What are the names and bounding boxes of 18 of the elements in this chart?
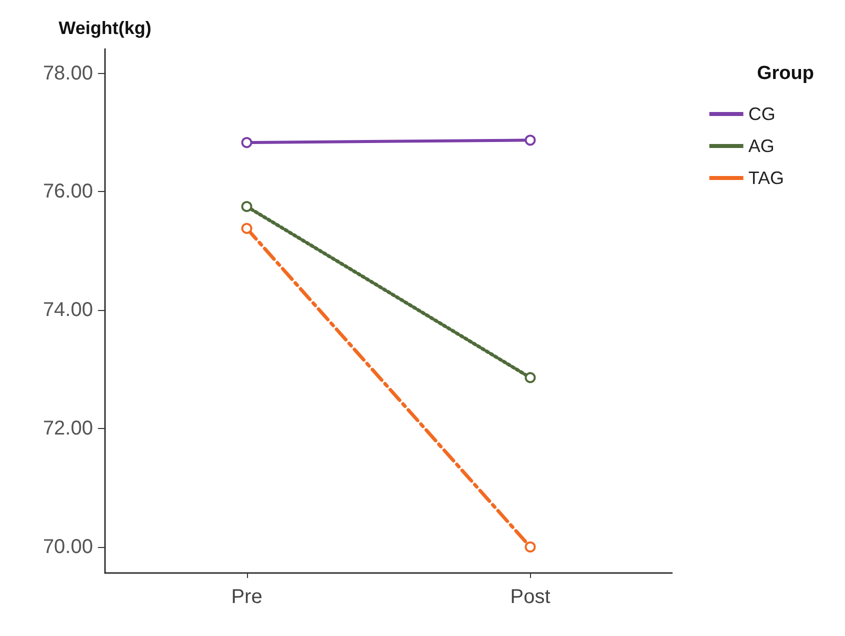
legend-label: AG xyxy=(748,136,774,156)
y-tick-label: 70.00 xyxy=(42,536,93,558)
point xyxy=(241,201,252,212)
y-tick-label: 78.00 xyxy=(42,62,93,84)
legend-title: Group xyxy=(757,63,814,84)
y-tick-label: 72.00 xyxy=(42,418,93,440)
point xyxy=(524,372,536,384)
point xyxy=(241,222,252,234)
point xyxy=(524,134,536,146)
legend-label: CG xyxy=(748,104,776,124)
x-tick-label: Pre xyxy=(231,586,262,608)
y-tick-label: 74.00 xyxy=(42,299,93,322)
point xyxy=(524,541,536,552)
point xyxy=(241,137,252,148)
y-axis-title: Weight(kg) xyxy=(58,18,152,38)
x-tick-label: Post xyxy=(510,586,551,608)
y-tick-label: 76.00 xyxy=(42,180,93,203)
legend-label: TAG xyxy=(748,168,784,188)
